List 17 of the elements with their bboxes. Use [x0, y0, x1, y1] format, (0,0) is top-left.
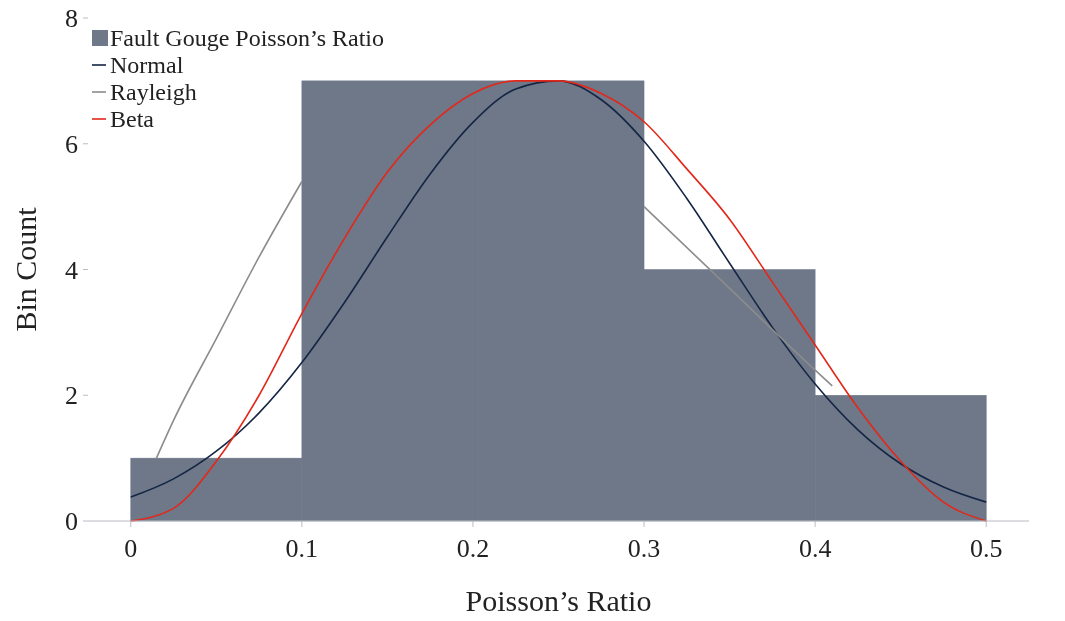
y-tick-label: 4 — [65, 255, 78, 285]
legend-label: Beta — [110, 106, 155, 132]
x-tick-label: 0.2 — [456, 534, 490, 563]
x-axis-title: Poisson’s Ratio — [465, 584, 652, 617]
x-tick-label: 0 — [124, 534, 138, 563]
y-tick-label: 2 — [65, 381, 78, 411]
legend-label: Fault Gouge Poisson’s Ratio — [110, 25, 385, 51]
y-axis-title: Bin Count — [9, 206, 42, 332]
x-tick-label: 0.4 — [798, 534, 832, 563]
legend-label: Normal — [110, 52, 184, 78]
x-tick-label: 0.1 — [285, 534, 319, 563]
y-tick-label: 8 — [65, 4, 78, 33]
y-tick-label: 0 — [65, 507, 78, 536]
x-tick-label: 0.3 — [627, 534, 661, 563]
y-tick-label: 6 — [65, 129, 78, 159]
legend-label: Rayleigh — [110, 79, 197, 105]
x-tick-label: 0.5 — [969, 534, 1003, 563]
